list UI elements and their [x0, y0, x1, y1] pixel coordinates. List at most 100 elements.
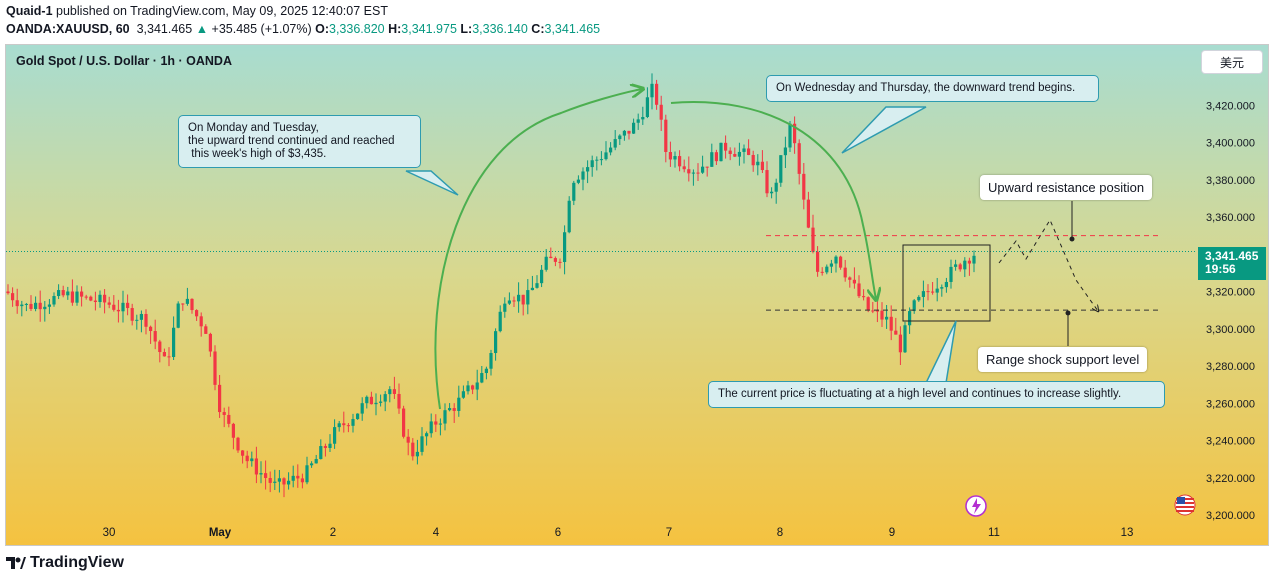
- candle-body: [811, 227, 815, 252]
- high-value: 3,341.975: [401, 22, 457, 36]
- candle-body: [714, 152, 718, 162]
- candle-body: [475, 382, 479, 390]
- resistance-dot: [1069, 236, 1075, 242]
- candle-body: [204, 326, 208, 334]
- symbol-label[interactable]: OANDA:XAUUSD, 60: [6, 22, 130, 36]
- candle-body: [613, 139, 617, 148]
- candle-body: [742, 148, 746, 152]
- candle-body: [250, 458, 254, 462]
- publisher-name[interactable]: Quaid-1: [6, 4, 53, 18]
- tradingview-brand: TradingView: [30, 554, 124, 571]
- candle-body: [268, 477, 272, 483]
- candle-body: [70, 291, 74, 303]
- tradingview-logo[interactable]: TradingView: [6, 554, 124, 572]
- candle-body: [931, 291, 935, 293]
- levels: [6, 235, 1196, 311]
- candle-body: [185, 298, 189, 304]
- x-axis[interactable]: 30 May 2 4 6 7 8 9 11 13: [103, 527, 1134, 539]
- candle-body: [222, 412, 226, 415]
- candle-body: [724, 142, 728, 151]
- candle-body: [149, 326, 153, 332]
- candle-body: [650, 83, 654, 98]
- candle-body: [655, 83, 659, 105]
- y-tick-label: 3,320.000: [1206, 287, 1255, 299]
- candle-body: [291, 475, 295, 481]
- candle-body: [645, 97, 649, 118]
- candle-body: [438, 423, 442, 425]
- candle-body: [443, 410, 447, 424]
- candle-body: [553, 258, 557, 262]
- publish-date: published on TradingView.com, May 09, 20…: [56, 4, 388, 18]
- candle-body: [696, 172, 700, 174]
- chart-pane[interactable]: 3,200.000 3,220.000 3,240.000 3,260.000 3,28…: [5, 44, 1269, 546]
- candle-body: [875, 310, 879, 312]
- candle-body: [862, 296, 866, 298]
- candle-body: [167, 356, 171, 358]
- y-axis[interactable]: 3,200.000 3,220.000 3,240.000 3,260.000 3,28…: [1206, 63, 1255, 522]
- x-tick-label: 7: [666, 527, 672, 539]
- candle-body: [461, 391, 465, 398]
- candle-body: [774, 182, 778, 192]
- candle-body: [346, 425, 350, 427]
- candle-body: [521, 294, 525, 305]
- candle-body: [963, 260, 967, 270]
- candle-body: [540, 269, 544, 284]
- c-label: C:: [531, 22, 545, 36]
- x-tick-label: 2: [330, 527, 336, 539]
- candle-body: [195, 310, 199, 317]
- candle-body: [903, 325, 907, 353]
- candle-body: [34, 302, 38, 309]
- candle-body: [489, 353, 493, 369]
- callout-monday-tuesday: On Monday and Tuesday, the upward trend …: [178, 115, 421, 168]
- candle-body: [820, 271, 824, 273]
- candle-body: [549, 256, 553, 259]
- candle-body: [337, 423, 341, 428]
- currency-button[interactable]: 美元: [1201, 50, 1263, 74]
- l-label: L:: [460, 22, 473, 36]
- candle-body: [310, 463, 314, 466]
- candle-body: [503, 303, 507, 312]
- candle-body: [843, 267, 847, 278]
- candle-body: [595, 159, 599, 161]
- candle-body: [779, 155, 783, 183]
- candle-body: [572, 182, 576, 201]
- candle-body: [374, 402, 378, 405]
- candle-body: [889, 316, 893, 331]
- candle-body: [494, 331, 498, 354]
- candle-body: [176, 303, 180, 328]
- y-tick-label: 3,220.000: [1206, 473, 1255, 485]
- symbol-info: OANDA:XAUUSD, 60 3,341.465 ▲ +35.485 (+1…: [6, 22, 600, 36]
- candle-body: [526, 290, 530, 305]
- candle-body: [894, 330, 898, 335]
- candle-body: [710, 152, 714, 167]
- candle-body: [719, 142, 723, 162]
- candle-body: [84, 296, 88, 298]
- candle-body: [618, 135, 622, 140]
- candle-body: [57, 290, 61, 297]
- candle-body: [43, 306, 47, 310]
- candle-body: [793, 123, 797, 144]
- candle-body: [825, 266, 829, 273]
- us-flag-stripes: [1176, 497, 1194, 512]
- current-price-tag: 3,341.465 19:56: [1198, 247, 1266, 280]
- candle-body: [126, 302, 130, 309]
- candle-body: [517, 294, 521, 302]
- x-tick-label: 4: [433, 527, 440, 539]
- candle-body: [282, 478, 286, 485]
- candle-body: [254, 458, 258, 475]
- candle-body: [319, 446, 323, 460]
- candle-body: [328, 443, 332, 448]
- candle-body: [567, 200, 571, 233]
- h-label: H:: [388, 22, 402, 36]
- candle-body: [935, 288, 939, 293]
- candle-body: [116, 309, 120, 312]
- candle-body: [144, 313, 148, 327]
- resistance-label: Upward resistance position: [980, 175, 1153, 200]
- candle-body: [227, 414, 231, 424]
- y-tick-label: 3,240.000: [1206, 436, 1255, 448]
- candle-body: [93, 300, 97, 303]
- candle-body: [369, 396, 373, 405]
- candle-body: [972, 255, 976, 264]
- uptrend-arrow: [434, 89, 642, 410]
- candle-body: [816, 251, 820, 272]
